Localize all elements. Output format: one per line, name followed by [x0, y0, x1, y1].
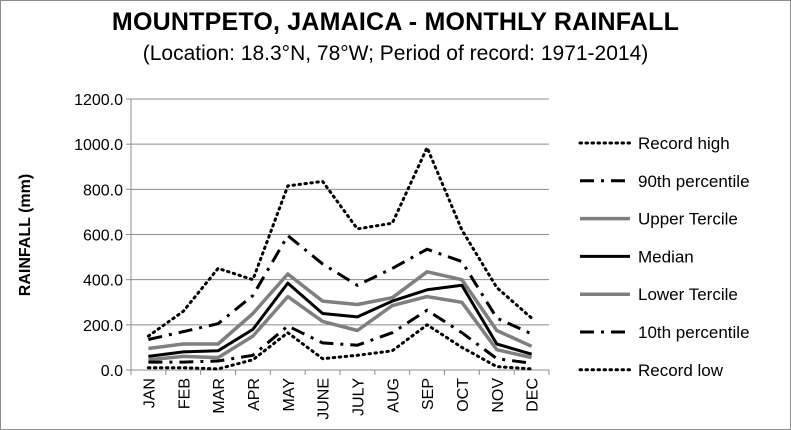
x-tick-label: DEC	[525, 378, 542, 412]
y-tick-label: 600.0	[83, 228, 123, 245]
y-tick-label: 1000.0	[74, 137, 123, 154]
series-line-upper-tercile	[148, 270, 533, 351]
legend-label: 10th percentile	[638, 323, 750, 342]
series-line-10th-percentile	[148, 308, 532, 365]
chart-title: MOUNTPETO, JAMAICA - MONTHLY RAINFALL	[111, 8, 680, 36]
y-tick-labels: 0.0 200.0 400.0 600.0 800.0 1000.0 1200.0	[74, 92, 123, 380]
x-tick-label: JULY	[350, 378, 367, 416]
legend-label: Upper Tercile	[638, 210, 738, 229]
series-line-record-low	[146, 323, 534, 371]
x-tick-labels: JAN FEB MAR APR MAY JUNE JULY AUG SEP OCT NOV DEC	[141, 378, 541, 420]
x-tick-label: NOV	[490, 378, 507, 413]
x-tick-label: JAN	[141, 378, 158, 408]
x-tick-label: MAR	[211, 378, 228, 414]
series-line-median	[148, 281, 533, 358]
x-tick-label: AUG	[385, 378, 402, 413]
x-tick-label: FEB	[176, 378, 193, 409]
series-line-90th-percentile	[148, 234, 533, 341]
legend: Record high 90th percentile Upper Tercile M…	[578, 134, 750, 380]
legend-label: Record low	[638, 361, 724, 380]
x-tick-label: JUNE	[316, 378, 333, 420]
y-tick-label: 1200.0	[74, 92, 123, 109]
legend-label: Record high	[638, 134, 730, 153]
legend-label: Lower Tercile	[638, 285, 738, 304]
y-tick-label: 400.0	[83, 273, 123, 290]
chart-subtitle: (Location: 18.3°N, 78°W; Period of recor…	[142, 42, 649, 65]
legend-label: Median	[638, 247, 694, 266]
series-line-lower-tercile	[148, 294, 532, 362]
y-tick-label: 0.0	[101, 363, 123, 380]
series-lines	[146, 146, 534, 371]
axes	[126, 98, 550, 375]
series-line-record-high	[146, 146, 534, 338]
gridlines	[131, 98, 549, 326]
x-tick-label: OCT	[455, 378, 472, 412]
y-tick-label: 200.0	[83, 318, 123, 335]
x-tick-label: MAY	[281, 378, 298, 412]
x-tick-label: SEP	[420, 378, 437, 410]
x-tick-label: APR	[246, 378, 263, 411]
y-tick-label: 800.0	[83, 182, 123, 199]
legend-label: 90th percentile	[638, 172, 750, 191]
